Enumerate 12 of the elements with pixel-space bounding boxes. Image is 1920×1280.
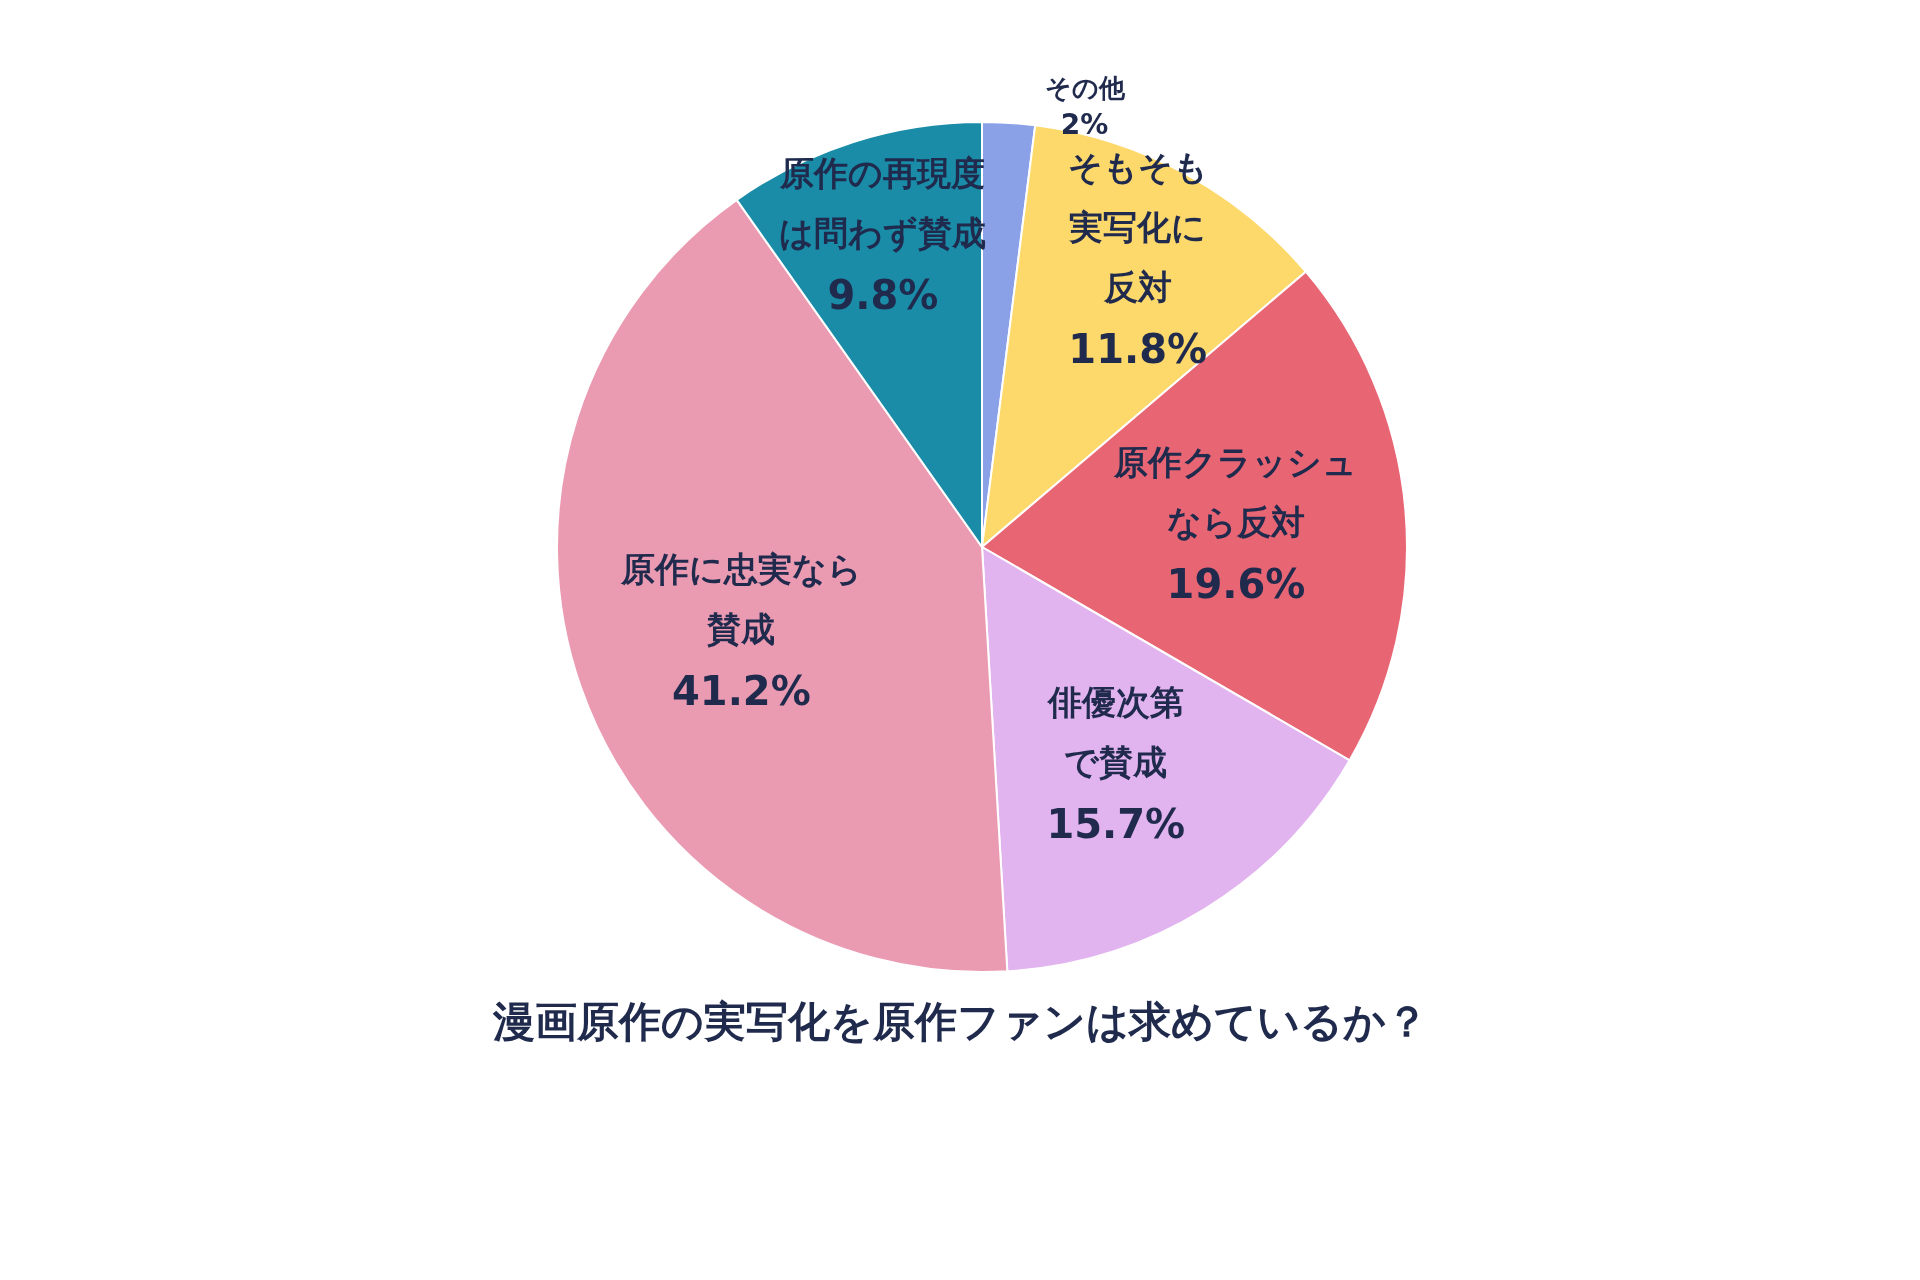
data-label: 9.8% (827, 272, 939, 319)
slice-label: その他 (1044, 72, 1126, 103)
slice-label: 原作に忠実なら賛成 (619, 549, 862, 650)
data-label: 11.8% (1068, 326, 1208, 373)
data-label: 41.2% (671, 668, 811, 715)
slice-label: 俳優次第で賛成 (1045, 682, 1184, 783)
data-label: 19.6% (1166, 561, 1306, 608)
data-label: 15.7% (1046, 801, 1186, 848)
data-label: 2% (1060, 108, 1109, 142)
text: 漫画原作の実写化を原作ファンは求めているか？ (491, 996, 1428, 1046)
slice-label: そもそも実写化に反対 (1067, 147, 1208, 308)
slice-label: 原作クラッシュなら反対 (1113, 442, 1358, 543)
